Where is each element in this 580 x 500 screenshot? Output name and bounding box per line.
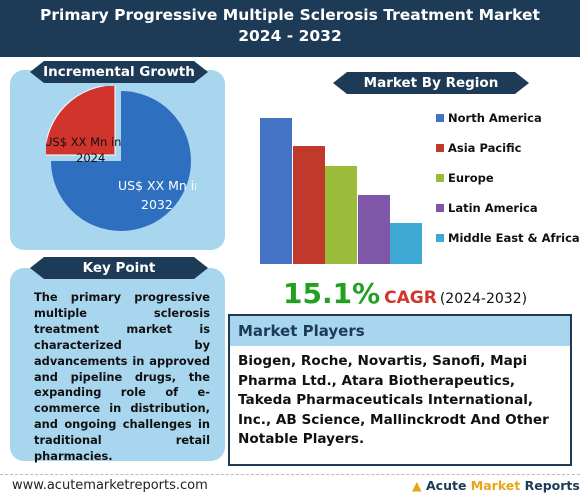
pie-slice-2024 <box>46 86 116 156</box>
legend-item-3: Latin America <box>436 201 538 215</box>
region-bar-0 <box>260 118 292 264</box>
logo-mark-icon: ▲ <box>412 478 422 493</box>
legend-swatch <box>436 174 444 182</box>
market-by-region-heading: Market By Region <box>333 72 529 94</box>
cagr-period: (2024-2032) <box>439 291 528 307</box>
legend-swatch <box>436 114 444 122</box>
legend-item-4: Middle East & Africa <box>436 231 580 245</box>
pie-label-2032-line2: 2032 <box>141 197 173 212</box>
logo-word-2: Market <box>470 478 521 493</box>
logo-word-3: Reports <box>524 478 580 493</box>
region-bar-4 <box>390 223 422 264</box>
cagr-display: 15.1% CAGR (2024-2032) <box>283 277 527 310</box>
legend-label: North America <box>448 111 542 125</box>
region-bar-3 <box>357 195 390 264</box>
pie-slice-2032 <box>51 91 191 231</box>
title-banner: Primary Progressive Multiple Sclerosis T… <box>0 0 580 57</box>
legend-label: Latin America <box>448 201 538 215</box>
pie-label-2024-line2: 2024 <box>76 151 105 165</box>
footer-logo: ▲ Acute Market Reports <box>412 478 580 493</box>
key-point-heading: Key Point <box>30 257 208 279</box>
cagr-value: 15.1% <box>283 277 381 310</box>
legend-item-0: North America <box>436 111 542 125</box>
logo-word-1: Acute <box>425 478 467 493</box>
legend-label: Middle East & Africa <box>448 231 580 245</box>
incremental-growth-pie: US$ XX Mn in 2024 US$ XX Mn in 2032 <box>46 86 196 231</box>
legend-item-1: Asia Pacific <box>436 141 521 155</box>
market-players-box: Market Players Biogen, Roche, Novartis, … <box>228 314 572 466</box>
page-title-years: 2024 - 2032 <box>238 27 342 45</box>
region-bar-1 <box>292 145 325 264</box>
legend-item-2: Europe <box>436 171 494 185</box>
region-bar-2 <box>325 166 357 264</box>
incremental-growth-heading: Incremental Growth <box>30 61 208 83</box>
cagr-label: CAGR <box>384 288 437 308</box>
footer-url-link[interactable]: www.acutemarketreports.com <box>12 478 208 493</box>
pie-label-2032-line1: US$ XX Mn in <box>118 178 196 193</box>
pie-label-2024-line1: US$ XX Mn in <box>46 135 121 149</box>
legend-swatch <box>436 234 444 242</box>
market-players-heading: Market Players <box>230 316 570 346</box>
page-title: Primary Progressive Multiple Sclerosis T… <box>40 6 540 24</box>
legend-label: Asia Pacific <box>448 141 522 155</box>
legend-swatch <box>436 204 444 212</box>
legend-label: Europe <box>448 171 494 185</box>
market-players-text: Biogen, Roche, Novartis, Sanofi, Mapi Ph… <box>238 353 549 447</box>
footer-divider <box>0 474 580 475</box>
key-point-panel <box>10 268 225 461</box>
key-point-text: The primary progressive multiple scleros… <box>34 290 210 464</box>
legend-swatch <box>436 144 444 152</box>
